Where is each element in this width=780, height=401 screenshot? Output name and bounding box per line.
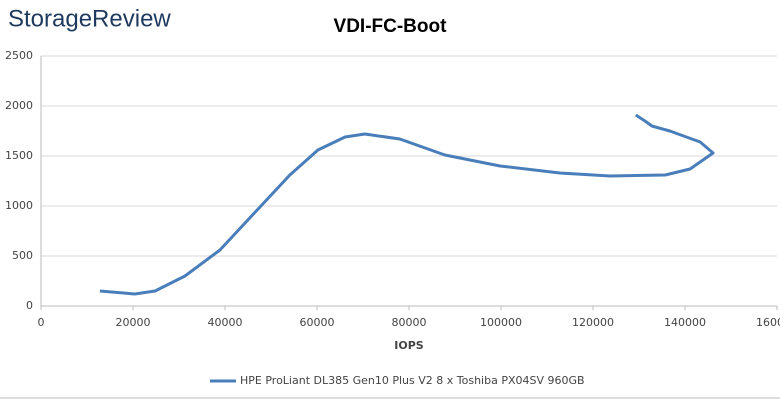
x-tick-label: 40000 [208,316,243,329]
x-tick-label: 0 [38,316,45,329]
x-tick-label: 160000 [756,316,780,329]
x-tick-label: 60000 [300,316,335,329]
y-tick-label: 2500 [5,49,33,62]
y-tick-label: 2000 [5,99,33,112]
brand-logo: StorageReview [8,5,171,32]
x-tick-label: 80000 [392,316,427,329]
chart-title: VDI-FC-Boot [334,16,448,37]
y-tick-label: 0 [26,299,33,312]
x-tick-label: 20000 [116,316,151,329]
legend-label: HPE ProLiant DL385 Gen10 Plus V2 8 x Tos… [240,374,585,387]
data-line [99,113,715,296]
x-axis-title: IOPS [394,339,424,352]
y-tick-label: 1500 [5,149,33,162]
x-tick-label: 140000 [664,316,706,329]
y-tick-label: 500 [12,249,33,262]
x-tick-label: 100000 [480,316,522,329]
y-tick-label: 1000 [5,199,33,212]
x-tick-label: 120000 [572,316,614,329]
